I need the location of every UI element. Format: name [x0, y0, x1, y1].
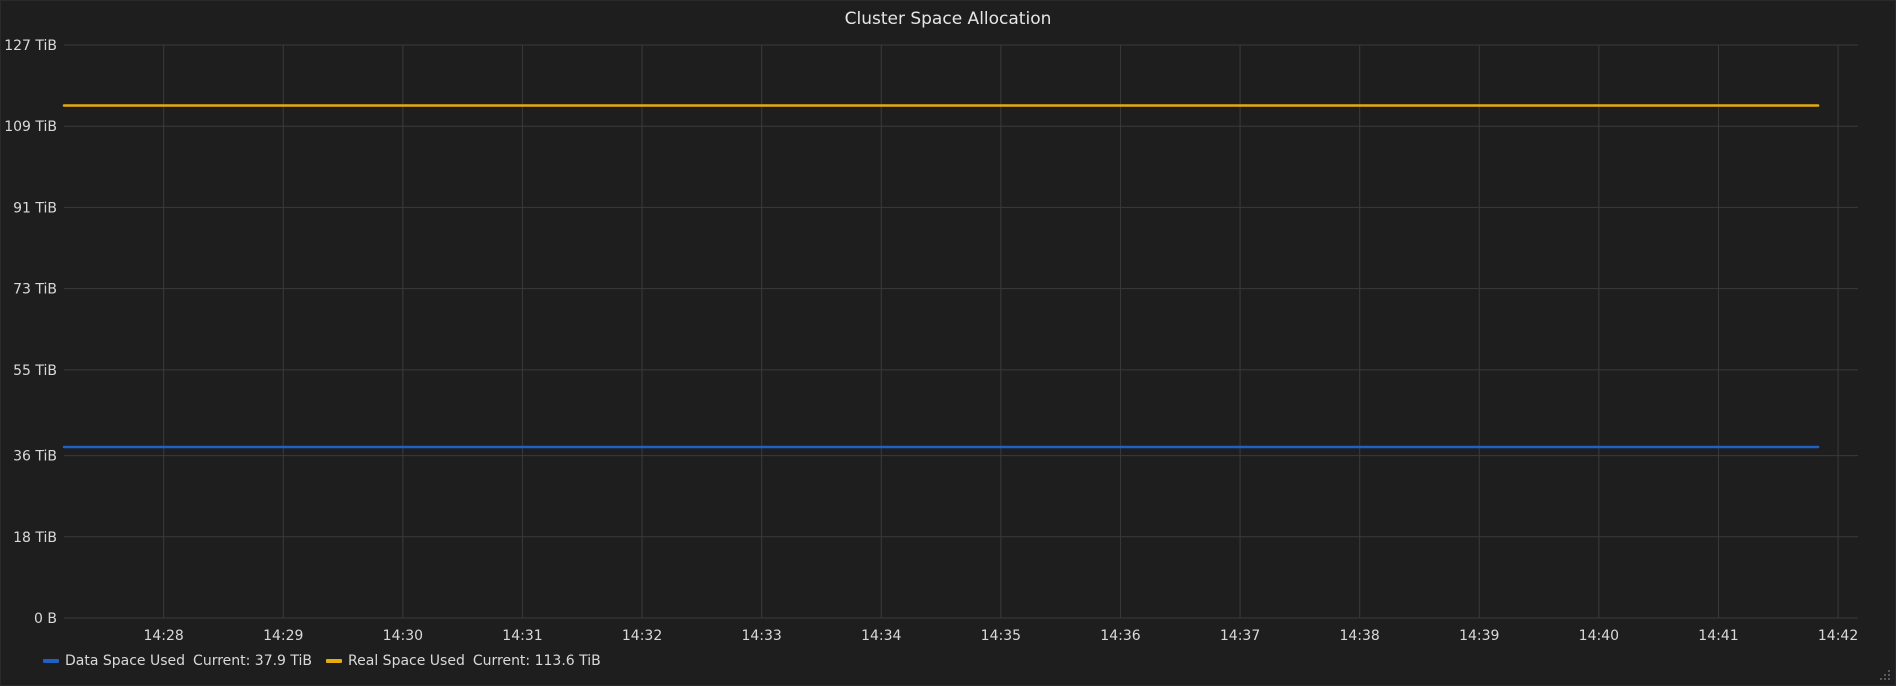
x-tick-label: 14:30 — [383, 628, 423, 644]
x-tick-label: 14:35 — [981, 628, 1021, 644]
y-tick-label: 0 B — [34, 611, 57, 627]
x-tick-label: 14:31 — [502, 628, 542, 644]
legend-label-data-space-used: Data Space Used — [65, 653, 186, 669]
x-tick-label: 14:29 — [263, 628, 303, 644]
x-tick-label: 14:40 — [1579, 628, 1619, 644]
x-tick-label: 14:34 — [861, 628, 901, 644]
x-tick-label: 14:33 — [741, 628, 781, 644]
y-tick-label: 127 TiB — [4, 38, 57, 54]
x-tick-label: 14:41 — [1698, 628, 1738, 644]
resize-handle-icon[interactable] — [1879, 669, 1891, 681]
x-tick-label: 14:42 — [1818, 628, 1858, 644]
y-tick-label: 91 TiB — [13, 200, 57, 216]
x-tick-label: 14:36 — [1100, 628, 1140, 644]
panel-title[interactable]: Cluster Space Allocation — [844, 9, 1052, 29]
x-tick-label: 14:39 — [1459, 628, 1499, 644]
legend-item-real-space-used[interactable]: Real Space Used Current: 113.6 TiB — [326, 653, 601, 669]
x-tick-label: 14:32 — [622, 628, 662, 644]
y-tick-label: 109 TiB — [4, 119, 57, 135]
y-tick-label: 36 TiB — [13, 449, 57, 465]
legend: Data Space Used Current: 37.9 TiB Real S… — [43, 653, 615, 669]
legend-swatch-data-space-used — [43, 659, 59, 663]
legend-swatch-real-space-used — [326, 659, 343, 663]
legend-label-real-space-used: Real Space Used — [348, 653, 465, 669]
y-tick-label: 18 TiB — [13, 530, 57, 546]
x-tick-label: 14:38 — [1339, 628, 1379, 644]
legend-item-data-space-used[interactable]: Data Space Used Current: 37.9 TiB — [43, 653, 312, 669]
y-tick-label: 55 TiB — [13, 363, 57, 379]
legend-current-data-space-used: Current: 37.9 TiB — [193, 653, 313, 669]
x-tick-label: 14:28 — [143, 628, 183, 644]
x-tick-label: 14:37 — [1220, 628, 1260, 644]
y-tick-label: 73 TiB — [13, 282, 57, 298]
legend-current-real-space-used: Current: 113.6 TiB — [472, 653, 601, 669]
